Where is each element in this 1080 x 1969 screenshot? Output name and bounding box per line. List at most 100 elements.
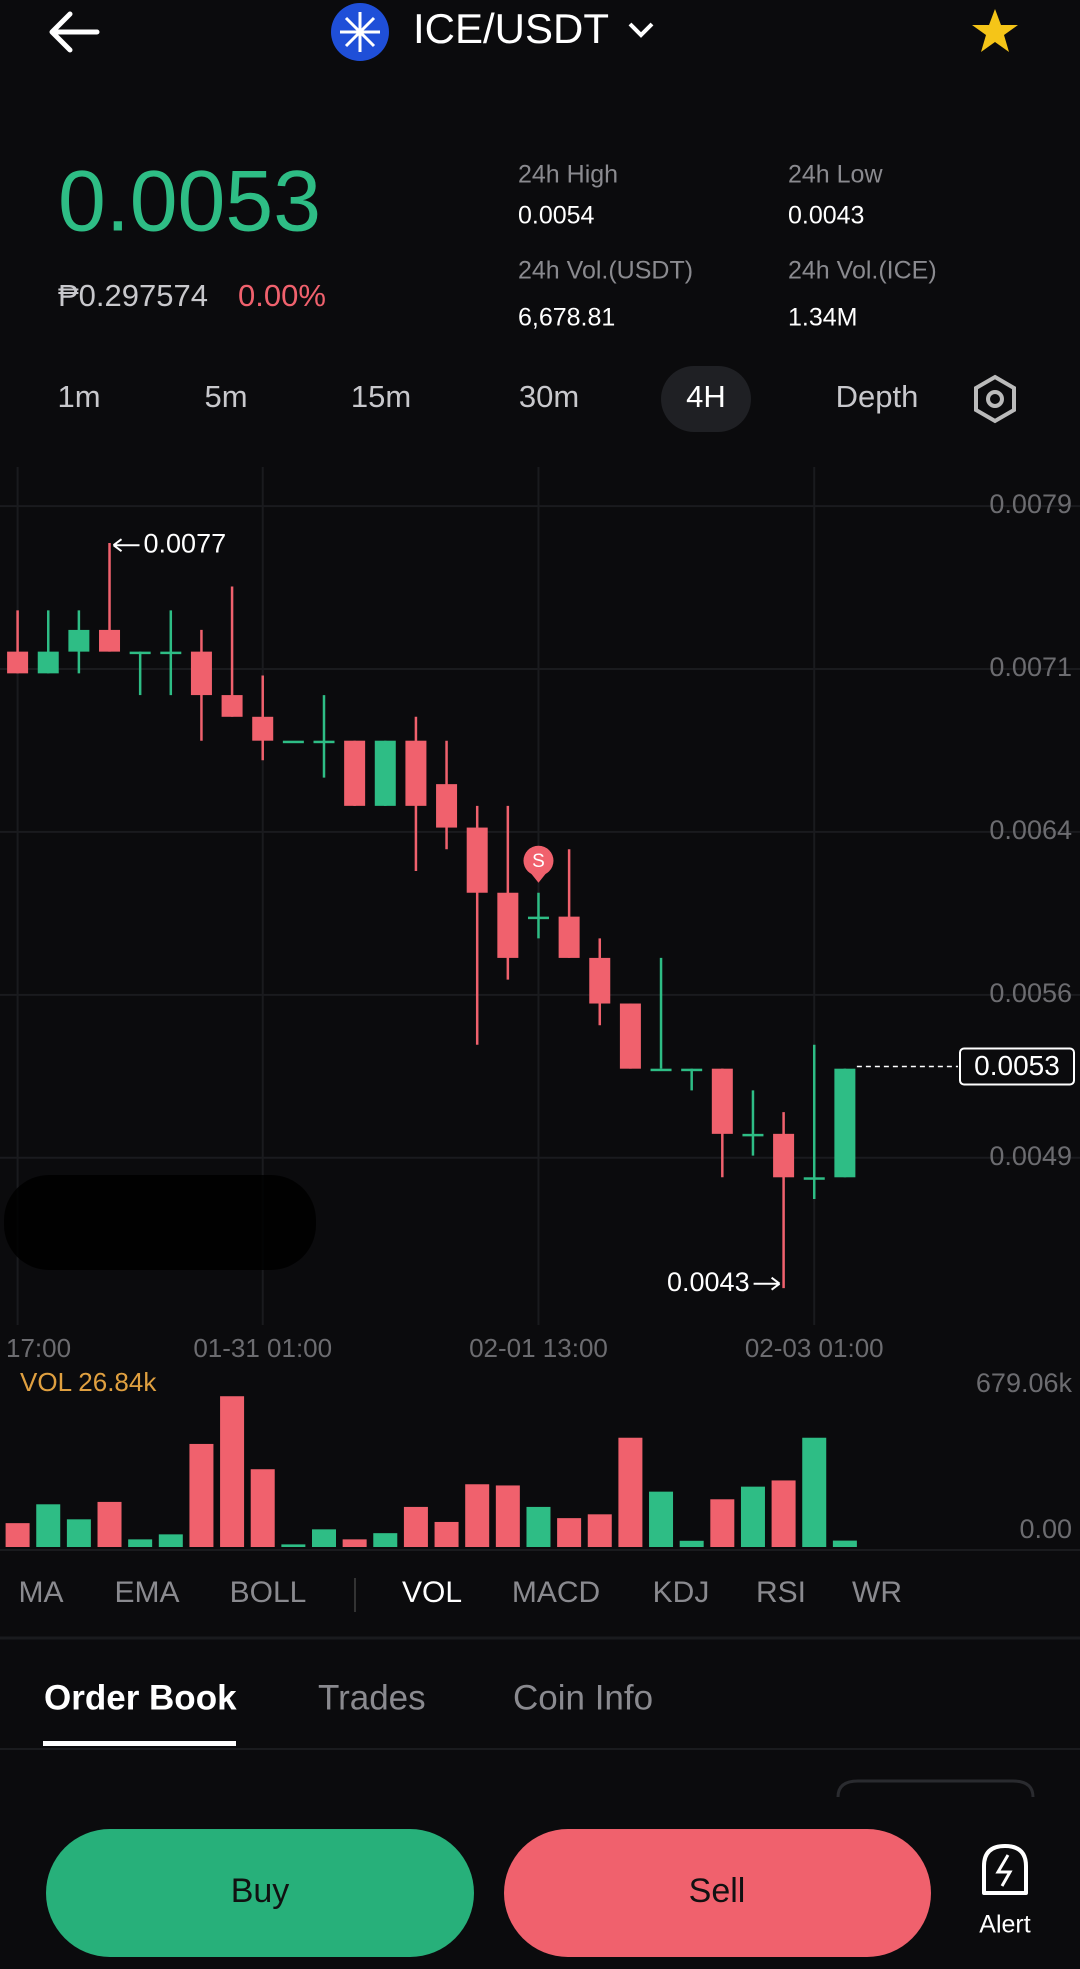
candle-body [37, 651, 59, 674]
candle-body [773, 1133, 795, 1178]
volume-bar [434, 1521, 459, 1547]
timeframe[interactable]: 30m [519, 379, 579, 414]
stat-value: 0.0054 [518, 202, 595, 230]
volume-bar [5, 1523, 30, 1547]
candle-body [221, 695, 243, 717]
buy-button[interactable] [46, 1829, 474, 1957]
max-marker-label: 0.0077 [144, 528, 227, 558]
y-tick-label: 0.0079 [989, 489, 1072, 519]
volume-bar [373, 1533, 398, 1547]
depth-selector [836, 1779, 1035, 1798]
candle-body [129, 651, 151, 655]
last-price-label: 0.0053 [974, 1050, 1060, 1081]
volume-bar [403, 1506, 428, 1547]
candle-body [68, 629, 90, 652]
volume-bar [802, 1437, 827, 1547]
price-change: 0.00% [238, 278, 326, 313]
fiat-price: ₱0.297574 [58, 278, 208, 313]
timeframe[interactable]: 1m [57, 379, 100, 414]
x-tick-label: 02-01 13:00 [469, 1333, 608, 1363]
candle-body [7, 651, 29, 674]
back-button[interactable] [49, 11, 100, 53]
volume-bar [771, 1480, 796, 1547]
stat-value: 0.0043 [788, 202, 864, 230]
candle-body [436, 784, 458, 828]
volume-bar [649, 1491, 674, 1547]
volume-bar [557, 1518, 582, 1547]
candle-body [160, 651, 182, 655]
last-price-box [959, 1047, 1075, 1086]
candle-body [374, 740, 396, 806]
indicator[interactable]: VOL [402, 1576, 462, 1609]
candle-body [252, 716, 274, 741]
alert-label[interactable]: Alert [979, 1911, 1030, 1939]
timeframe[interactable]: 4H [686, 379, 726, 414]
volume-bar [679, 1540, 704, 1547]
pair-title[interactable]: ICE/USDT [413, 5, 609, 52]
volume-bar [158, 1534, 183, 1547]
indicator[interactable]: WR [852, 1576, 902, 1609]
stat-label: 24h Vol.(ICE) [788, 257, 937, 285]
last-price: 0.0053 [58, 154, 321, 250]
indicator[interactable]: MA [19, 1576, 64, 1609]
tab[interactable]: Order Book [44, 1678, 237, 1717]
indicator[interactable]: MACD [512, 1576, 600, 1609]
volume-bar [526, 1506, 551, 1547]
volume-bar [587, 1514, 612, 1547]
indicator[interactable]: KDJ [653, 1576, 710, 1609]
pair-dropdown[interactable] [628, 22, 654, 38]
tab[interactable]: Trades [318, 1678, 426, 1717]
tab[interactable]: Coin Info [513, 1678, 653, 1717]
candle-body [466, 827, 488, 893]
volume-bar [97, 1501, 122, 1547]
volume-bar [220, 1396, 245, 1547]
signal-pin [530, 872, 547, 883]
alert-icon[interactable] [982, 1844, 1028, 1895]
tab-underline [43, 1741, 236, 1746]
candle-body [405, 740, 427, 806]
timeframe[interactable]: 5m [204, 379, 247, 414]
volume-bar [128, 1539, 153, 1547]
volume-bar [710, 1499, 735, 1547]
volume-bar [495, 1485, 520, 1547]
y-tick-label: 0.0071 [989, 652, 1072, 682]
candle-body [834, 1068, 856, 1178]
x-tick-label: 02-03 01:00 [745, 1333, 884, 1363]
x-tick-label: 17:00 [6, 1333, 71, 1363]
chart-settings[interactable] [974, 374, 1016, 424]
candle-body [497, 892, 519, 958]
candle-body [589, 957, 611, 1004]
volume-chart: VOL 26.84k 679.06k 0.00 [5, 1367, 1073, 1547]
candle-body [99, 629, 121, 652]
volume-title: VOL 26.84k [20, 1367, 157, 1397]
signal-pin [523, 845, 554, 876]
volume-bar [281, 1544, 306, 1547]
indicator[interactable]: EMA [114, 1576, 179, 1609]
max-arrow [112, 538, 140, 552]
indicator[interactable]: BOLL [230, 1576, 307, 1609]
sell-button[interactable] [504, 1829, 931, 1957]
stat-label: 24h High [518, 161, 618, 189]
stat-label: 24h Low [788, 161, 883, 189]
min-marker-label: 0.0043 [667, 1267, 750, 1297]
stat-value: 6,678.81 [518, 304, 615, 332]
buy-label[interactable]: Buy [231, 1872, 290, 1910]
volume-bar [250, 1469, 275, 1547]
volume-bar [342, 1539, 367, 1547]
y-tick-label: 679.06k [976, 1368, 1073, 1398]
candle-body [344, 740, 366, 806]
volume-bar [740, 1486, 765, 1547]
y-tick-label: 0.00 [1019, 1514, 1072, 1544]
indicator[interactable]: RSI [756, 1576, 806, 1609]
sell-label[interactable]: Sell [689, 1872, 746, 1910]
candle-body [619, 1003, 641, 1069]
stat-value: 1.34M [788, 304, 857, 332]
timeframe[interactable]: Depth [836, 379, 919, 414]
candle-body [650, 1068, 672, 1072]
volume-bar [618, 1437, 643, 1547]
timeframe[interactable]: 15m [351, 379, 411, 414]
favorite-star[interactable] [972, 9, 1018, 52]
candle-body [681, 1068, 703, 1072]
volume-bar [66, 1519, 91, 1547]
